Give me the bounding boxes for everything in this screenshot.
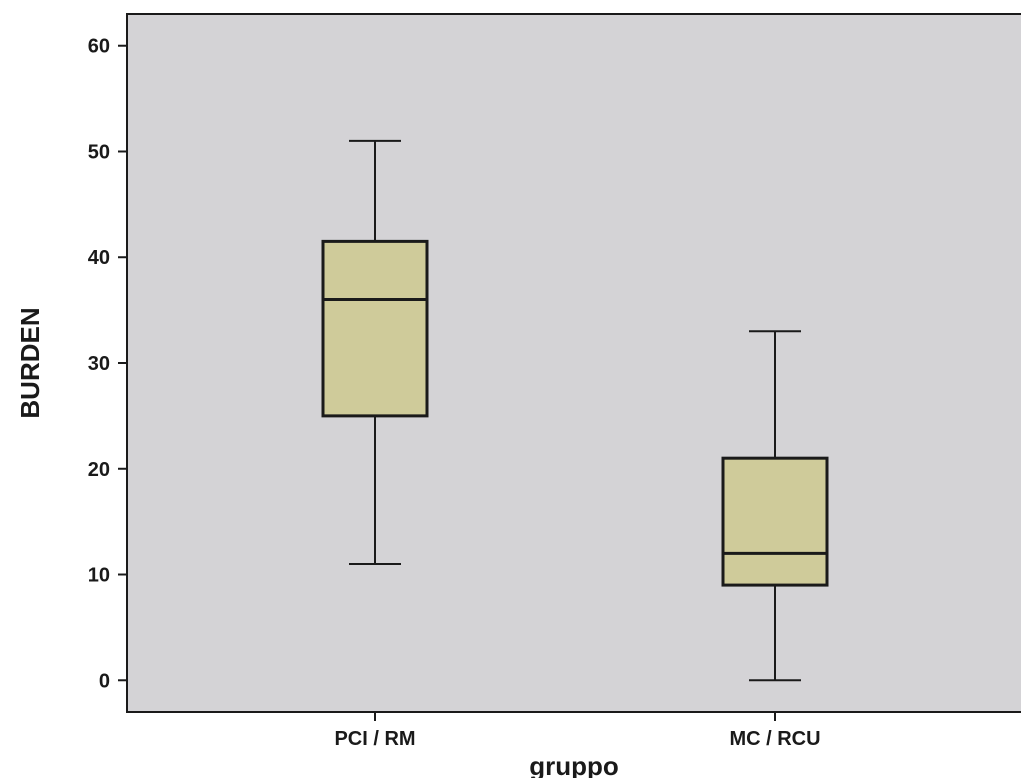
y-tick-label: 0: [99, 670, 110, 692]
y-axis-title: BURDEN: [15, 307, 45, 418]
box-group: [321, 139, 429, 565]
iqr-box: [721, 456, 829, 587]
x-tick-label: MC / RCU: [729, 728, 820, 750]
y-tick-label: 30: [88, 353, 110, 375]
plot-area: [126, 13, 1021, 713]
boxes: [321, 139, 829, 682]
x-axis: PCI / RM MC / RCU: [334, 712, 821, 750]
iqr-box: [321, 239, 429, 418]
y-tick-label: 10: [88, 565, 110, 587]
x-axis-title: gruppo: [529, 751, 619, 778]
y-axis: 0 10 20 30 40 50 60: [88, 36, 127, 692]
y-tick-label: 20: [88, 459, 110, 481]
y-tick-label: 60: [88, 36, 110, 58]
box-group: [721, 330, 829, 682]
x-tick-label: PCI / RM: [334, 728, 415, 750]
y-tick-label: 50: [88, 141, 110, 163]
y-tick-label: 40: [88, 247, 110, 269]
